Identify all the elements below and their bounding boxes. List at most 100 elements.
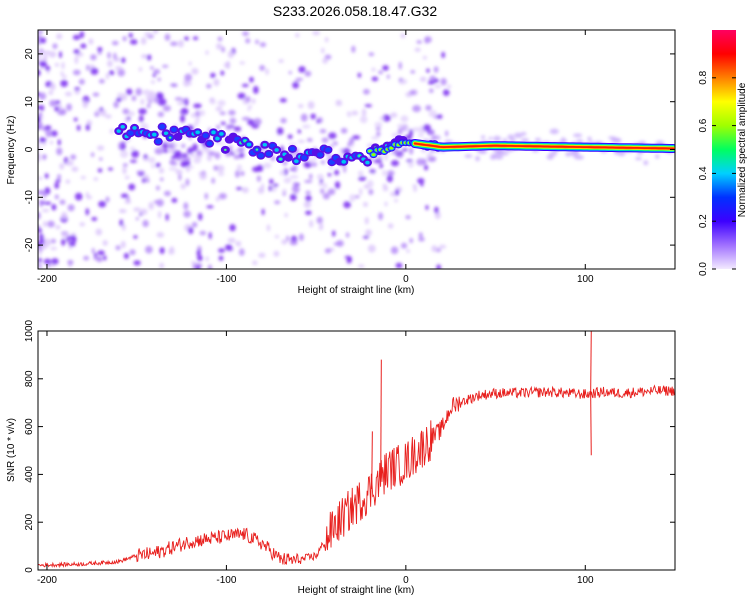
snr-ytick-label: 800 [24,370,35,387]
spectrogram-noise-blob [319,129,327,134]
spectrogram-noise-blob [159,177,164,182]
spectrogram-noise-blob [191,221,198,228]
spectrogram-noise-blob [213,165,219,171]
spectrogram-noise-blob [223,62,230,69]
spectrogram-noise-blob [39,61,48,68]
spectrogram-noise-blob [196,249,201,257]
spectrogram-noise-blob [318,181,325,187]
spectrogram-noise-blob [447,84,451,89]
spectrogram-noise-blob [229,224,236,232]
spectrogram-noise-blob [278,59,284,63]
spectrogram-noise-blob [333,141,338,146]
spectrogram-noise-blob [289,193,297,201]
spectrogram-noise-blob [140,37,147,45]
spectrogram-noise-blob [259,42,267,48]
spectrogram-noise-blob [171,143,180,147]
spectrogram-noise-blob [252,166,261,173]
spectrogram-noise-blob [608,136,617,140]
spectrogram-noise-blob [286,235,290,242]
spectrogram-noise-blob [38,92,47,100]
spectrogram-noise-blob [163,190,171,197]
figure-title: S233.2026.058.18.47.G32 [273,3,437,19]
spectrogram-noise-blob [85,208,90,216]
snr-ytick-label: 1000 [24,319,35,342]
spectrogram-noise-blob [102,239,108,246]
spectrogram-ridge-blob [283,153,293,162]
spectrogram-noise-blob [124,175,130,180]
spectrogram-noise-blob [292,81,300,89]
spectrogram-noise-blob [191,68,199,75]
spectrogram-noise-blob [73,117,78,122]
spectrogram-noise-blob [154,97,159,104]
spectrogram-noise-blob [245,96,251,103]
spectrogram-noise-blob [179,114,186,123]
spectrogram-noise-blob [155,185,160,191]
spectrogram-noise-blob [327,188,336,196]
spectrogram-noise-blob [400,78,408,85]
spectrogram-noise-blob [107,167,114,171]
spectrogram-noise-blob [157,210,162,219]
spectrogram-noise-blob [424,36,429,44]
spectrogram-noise-blob [404,125,409,132]
spectrogram-ridge-blob [389,146,394,150]
spectrogram-noise-blob [513,132,523,139]
spectrogram-noise-blob [255,39,259,45]
spectrogram-noise-blob [327,173,332,177]
spectrogram-ridge-blob [195,130,200,135]
spectrogram-noise-blob [188,61,192,66]
spectrogram-noise-blob [279,170,286,176]
colorbar-tick-label: 0.0 [698,262,709,276]
spectrogram-noise-blob [300,113,308,122]
spectrogram-noise-blob [61,238,66,246]
spectrogram-noise-blob [109,128,114,134]
snr-frame [37,330,676,571]
spectrogram-noise-blob [51,258,59,265]
spectrogram-ridge-blob [173,132,183,141]
spectrogram-noise-blob [494,154,504,160]
spectrogram-noise-blob [442,89,450,96]
spectrogram-noise-blob [233,154,241,160]
spectrogram-noise-blob [138,67,143,72]
spectrogram-noise-blob [378,70,384,75]
spectrogram-noise-blob [97,250,105,256]
spectrogram-noise-blob [71,166,79,172]
spectrogram-noise-blob [409,237,414,244]
spectrogram-noise-blob [412,105,421,113]
snr-xtick-label: 0 [403,575,409,586]
spectrogram-noise-blob [119,209,125,213]
spectrogram-noise-blob [38,30,41,37]
spectrogram-noise-blob [417,134,424,138]
snr-xtick-label: -100 [216,575,236,586]
spectrogram-noise-blob [51,204,57,211]
spectrogram-noise-blob [408,161,414,168]
spectrogram-noise-blob [225,126,232,131]
spectrogram-noise-blob [358,176,367,181]
spectrogram-noise-blob [38,264,43,269]
spectrogram-noise-blob [493,135,502,142]
spectrogram-noise-blob [274,200,281,205]
spectrogram-noise-blob [400,242,408,249]
spectrogram-noise-blob [180,183,186,190]
spectrogram-noise-blob [320,47,325,54]
spectrogram-ytick-label: 0 [24,146,35,152]
spectrogram-noise-blob [322,192,330,200]
spectrogram-noise-blob [438,244,447,249]
spectrogram-noise-blob [90,54,97,61]
colorbar-ticks: 0.0 0.2 0.4 0.6 0.8 [698,70,736,276]
spectrogram-noise-blob [159,262,165,269]
spectrogram-noise-blob [340,127,348,134]
spectrogram-noise-blob [216,165,225,172]
spectrogram-noise-blob [382,170,388,177]
spectrogram-noise-blob [416,40,423,44]
spectrogram-noise-blob [316,216,323,224]
spectrogram-noise-blob [157,98,167,106]
spectrogram-ridge-blob [279,158,282,161]
spectrogram-noise-blob [194,154,202,161]
spectrogram-noise-blob [305,195,312,202]
spectrogram-noise-blob [274,235,280,239]
spectrogram-noise-blob [85,191,90,199]
spectrogram-noise-blob [431,245,438,252]
spectrogram-noise-blob [155,162,161,168]
